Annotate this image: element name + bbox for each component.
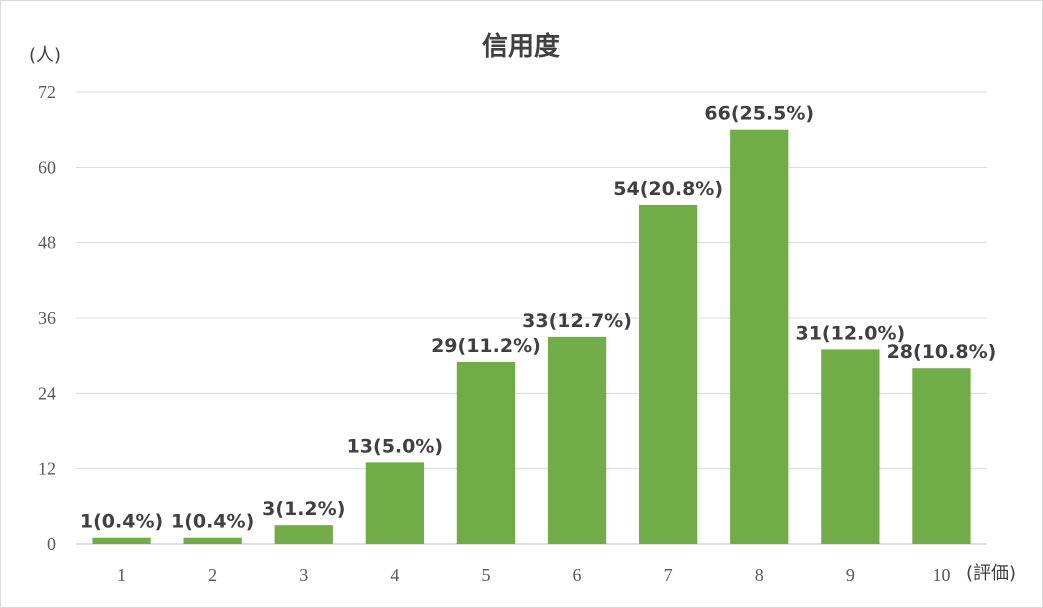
bar [821, 349, 880, 544]
chart-title: 信用度 [482, 31, 560, 62]
y-tick-label: 12 [38, 459, 56, 479]
bar [547, 336, 607, 544]
data-label: 13(5.0%) [347, 435, 444, 457]
data-label: 3(1.2%) [262, 498, 345, 520]
x-tick-label: 7 [664, 565, 673, 585]
data-label: 31(12.0%) [795, 322, 905, 344]
bar [274, 525, 333, 544]
y-tick-label: 24 [38, 383, 56, 403]
bar [730, 129, 789, 544]
y-tick-label: 72 [38, 82, 56, 102]
x-tick-label: 1 [117, 565, 126, 585]
bar [456, 361, 516, 544]
y-tick-label: 60 [38, 157, 56, 177]
x-tick-label: 9 [846, 565, 855, 585]
x-tick-label: 4 [390, 565, 399, 585]
data-label: 1(0.4%) [171, 511, 254, 533]
x-tick-label: 10 [932, 565, 950, 585]
y-tick-label: 48 [38, 233, 56, 253]
data-label: 28(10.8%) [887, 341, 997, 363]
y-axis-unit-label: (人) [29, 45, 61, 66]
x-axis-unit-label: (評価) [966, 563, 1016, 584]
data-label: 29(11.2%) [431, 335, 541, 357]
x-tick-label: 5 [481, 565, 490, 585]
y-tick-label: 0 [47, 534, 56, 554]
data-label: 33(12.7%) [522, 310, 632, 332]
bar [183, 537, 242, 544]
x-tick-label: 6 [573, 565, 582, 585]
bar [638, 205, 698, 544]
data-label: 1(0.4%) [80, 511, 163, 533]
x-tick-label: 3 [299, 565, 308, 585]
bar [365, 462, 425, 544]
x-tick-label: 2 [208, 565, 217, 585]
data-label: 54(20.8%) [613, 178, 723, 200]
y-tick-label: 36 [38, 308, 56, 328]
bar [92, 537, 151, 544]
data-label: 66(25.5%) [704, 103, 814, 125]
bar [912, 368, 971, 544]
x-tick-label: 8 [755, 565, 764, 585]
